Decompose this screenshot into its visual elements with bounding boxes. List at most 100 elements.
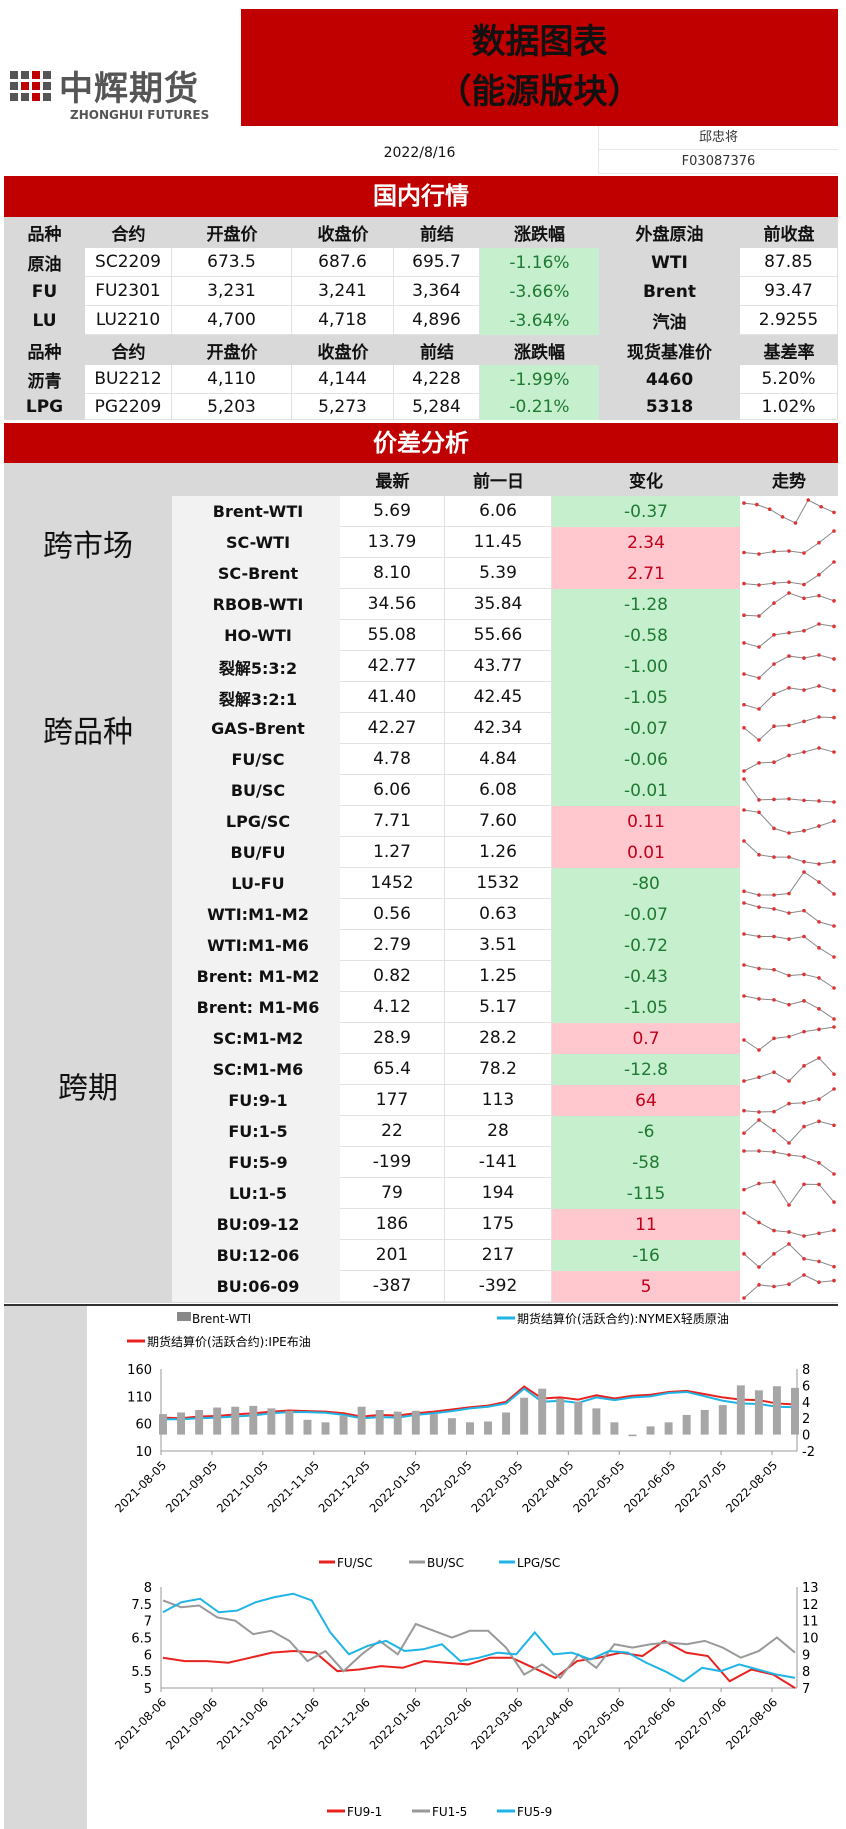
spread-prev: 35.84 [445,589,552,620]
sparkline-point [787,911,791,915]
sparkline-point [757,853,761,857]
sparkline-point [802,582,806,587]
table-row: SC-Brent 8.10 5.39 2.71 [4,558,838,589]
x-tick-label: 2022-02-06 [417,1695,474,1752]
x-tick-label: 2021-10-06 [214,1695,271,1752]
sparkline-point [757,707,761,711]
spread-change: -0.72 [552,930,740,961]
sparkline-point [772,1180,776,1184]
spread-name: BU/SC [176,775,340,806]
sparkline-point [802,688,806,692]
header-change: 变化 [629,472,663,492]
legend-label: FU1-5 [432,1805,467,1819]
y-tick-label: 9 [802,1648,810,1663]
sparkline [740,527,838,558]
sparkline-point [787,1101,791,1106]
table-row: SC:M1-M6 65.4 78.2 -12.8 [4,1054,838,1085]
cell-close: 4,718 [292,306,394,335]
sparkline-point [832,624,836,629]
sparkline-point [772,855,776,859]
sparkline-point [832,657,836,661]
sparkline-point [757,966,761,971]
table-row: Brent-WTI 5.69 6.06 -0.37 [4,496,838,527]
sparkline-point [832,1017,836,1021]
sparkline-point [832,599,836,603]
sparkline-point [757,1075,761,1080]
sparkline [740,1147,838,1178]
cell-ref: WTI [651,252,688,273]
table-row: BU/SC 6.06 6.08 -0.01 [4,775,838,806]
sparkline [740,806,838,837]
spread-name: 裂解5:3:2 [176,651,340,682]
author-license: F03087376 [599,150,838,174]
sparkline-point [817,1280,821,1285]
sparkline-point [772,998,776,1002]
table-row: LU:1-5 79 194 -115 [4,1178,838,1209]
sparkline-point [742,550,746,555]
header-prev-settle: 前结 [420,225,454,245]
group-label: 跨市场 [43,528,133,564]
sparkline-point [757,893,761,897]
cell-open: 5,203 [172,394,292,420]
group-label: 跨期 [58,1071,118,1106]
section-title-domestic: 国内行情 [4,176,838,217]
sparkline [740,558,838,589]
cell-change-pct: -3.64% [480,306,599,335]
sparkline-point [832,1172,836,1176]
bar [393,1411,402,1435]
bar [772,1386,781,1435]
sparkline [740,1178,838,1209]
y-tick-label: 8 [144,1581,152,1596]
spread-latest: 79 [340,1178,445,1209]
legend-label: Brent-WTI [192,1312,251,1326]
spread-latest: 34.56 [340,589,445,620]
table-row: FU:5-9 -199 -141 -58 [4,1147,838,1178]
x-tick-label: 2022-01-06 [367,1695,424,1752]
y-tick-label: 6 [802,1379,810,1394]
header-close: 收盘价 [317,342,369,363]
bar [411,1410,420,1435]
bar [465,1422,474,1435]
sparkline-point [757,1283,761,1287]
spread-latest: 0.56 [340,899,445,930]
sparkline-point [772,1228,776,1233]
spread-change: -0.01 [552,775,740,806]
sparkline [740,1023,838,1054]
spread-prev: 6.08 [445,775,552,806]
sparkline-point [832,892,836,896]
sparkline [740,868,838,899]
sparkline-point [787,1242,791,1246]
sparkline-point [742,1211,746,1215]
x-tick-label: 2021-11-06 [265,1695,322,1752]
sparkline-point [832,819,836,823]
sparkline-point [802,1182,806,1187]
y-tick-label: -2 [802,1445,815,1460]
bar [195,1410,204,1435]
cell-ref-value: 1.02% [740,394,838,420]
sparkline-point [802,596,806,601]
divider [172,496,178,1302]
spread-change: 2.34 [552,527,740,558]
charts-area: Brent-WTI 期货结算价(活跃合约):NYMEX轻质原油 期货结算价(活跃合约… [87,1306,838,1829]
spread-prev: 1532 [445,868,552,899]
bar [574,1401,583,1435]
series-line [162,1592,796,1683]
table-row: GAS-Brent 42.27 42.34 -0.07 [4,713,838,744]
sparkline-line [743,1181,835,1206]
bar [357,1406,366,1435]
sparkline-point [802,1273,806,1277]
spread-prev: 3.51 [445,930,552,961]
cell-change-pct: -0.21% [480,394,599,420]
sparkline-point [772,760,776,765]
table-row: BU:06-09 -387 -392 5 [4,1271,838,1302]
spread-name: BU/FU [176,837,340,868]
spread-prev: -392 [445,1271,552,1302]
sparkline-point [787,686,791,690]
sparkline-point [787,1034,791,1039]
sparkline-line [743,809,835,834]
sparkline-point [772,934,776,939]
table-row: RBOB-WTI 34.56 35.84 -1.28 [4,589,838,620]
header-change-pct: 涨跌幅 [514,342,565,363]
sparkline-point [802,1256,806,1261]
sparkline-point [742,932,746,936]
